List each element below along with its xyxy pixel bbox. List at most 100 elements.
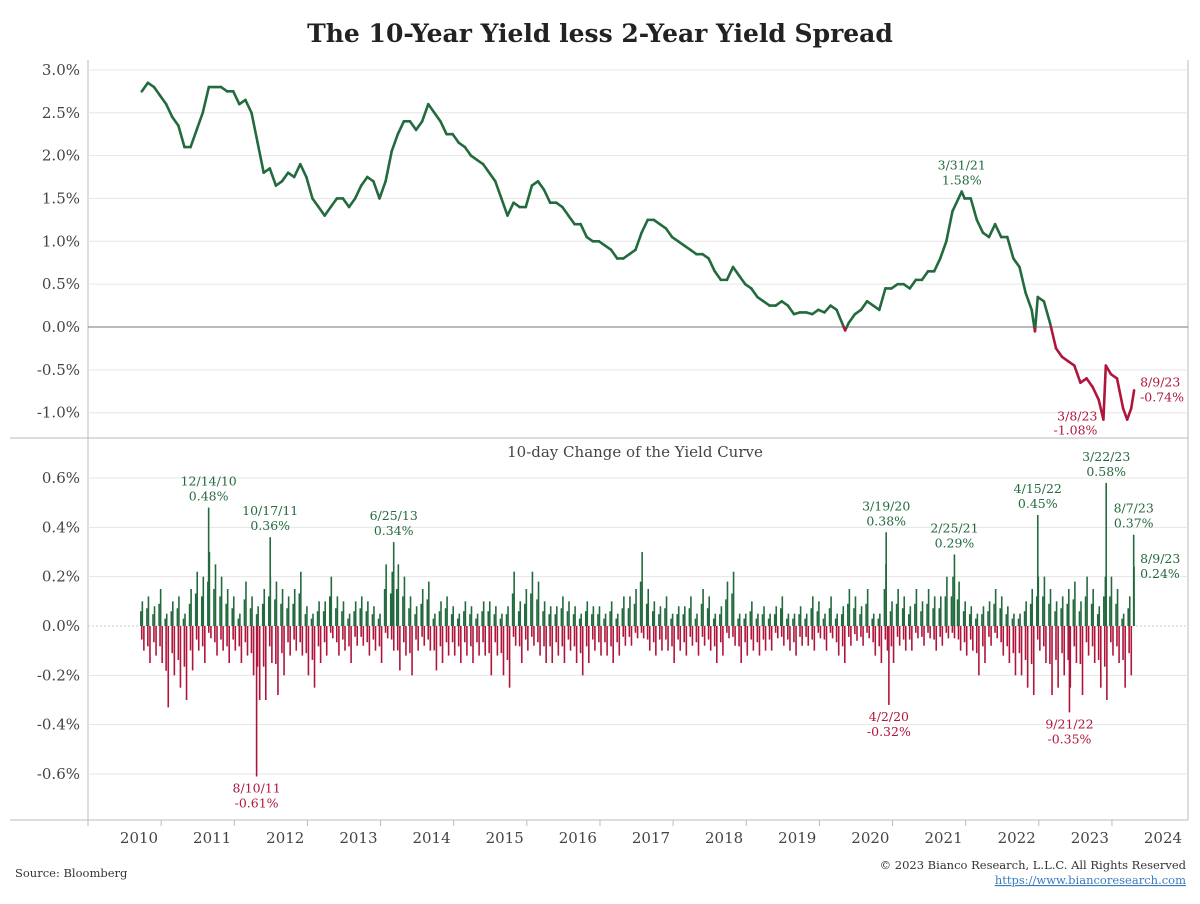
change-bar <box>1080 626 1082 664</box>
change-bar <box>1112 626 1114 656</box>
change-bar <box>862 626 864 646</box>
change-bar <box>440 601 442 626</box>
change-bar <box>140 611 142 626</box>
change-bar <box>525 626 527 640</box>
change-bar <box>789 626 791 651</box>
spread-line-segment <box>946 211 952 241</box>
change-bar <box>751 601 753 626</box>
change-bar <box>1088 626 1090 656</box>
change-bar <box>171 626 173 653</box>
change-bar <box>667 626 669 651</box>
change-bar <box>629 596 631 626</box>
change-bar <box>899 626 901 646</box>
change-bar <box>917 626 919 638</box>
change-bar <box>610 626 612 646</box>
change-bar <box>768 619 770 626</box>
annotation-value: 0.45% <box>1018 496 1058 511</box>
change-bar <box>795 626 797 656</box>
change-bar <box>451 614 453 626</box>
change-bar <box>1062 596 1064 626</box>
change-bar <box>769 626 771 640</box>
change-bar <box>643 626 645 638</box>
change-bar <box>312 614 314 626</box>
change-bar <box>759 626 761 656</box>
change-bar <box>306 626 308 653</box>
change-bar <box>161 626 163 663</box>
change-bar <box>178 626 180 660</box>
change-bar <box>574 626 576 646</box>
change-bar <box>324 601 326 626</box>
change-bar <box>586 626 588 646</box>
change-bar <box>710 626 712 651</box>
change-bar <box>570 626 572 651</box>
spread-line-segment <box>203 87 209 113</box>
change-bar <box>1021 626 1023 675</box>
change-bar <box>850 626 852 646</box>
change-bar <box>861 606 863 626</box>
change-bar <box>594 626 596 651</box>
change-bar <box>637 626 639 638</box>
change-bar <box>494 626 496 642</box>
change-bar <box>1082 626 1084 695</box>
change-bar <box>247 626 249 656</box>
change-bar <box>868 626 870 638</box>
change-bar <box>184 626 186 667</box>
change-bar <box>885 626 887 640</box>
y-tick-label: -1.0% <box>37 404 80 422</box>
change-bar <box>379 626 381 646</box>
spread-line-segment <box>392 134 398 151</box>
change-bar <box>446 596 448 626</box>
change-bar <box>826 626 828 651</box>
change-bar <box>704 626 706 646</box>
change-bar <box>471 606 473 626</box>
annotation-date: 6/25/13 <box>370 508 418 523</box>
change-bar <box>379 614 381 626</box>
change-bar <box>885 532 887 626</box>
change-bar <box>294 589 296 626</box>
change-bar <box>564 626 566 663</box>
change-bar <box>725 599 727 626</box>
change-bar <box>283 626 285 675</box>
change-bar <box>920 611 922 626</box>
change-bar <box>966 626 968 656</box>
change-bar <box>490 626 492 675</box>
change-bar <box>282 589 284 626</box>
change-bar <box>146 608 148 626</box>
annotation-value: 0.38% <box>866 513 906 528</box>
change-bar <box>568 626 570 640</box>
change-bar <box>782 596 784 626</box>
change-bar <box>727 582 729 626</box>
change-bar <box>532 572 534 626</box>
spread-line-segment <box>349 198 355 207</box>
change-bar <box>531 626 533 637</box>
spread-line-segment <box>922 271 928 280</box>
change-bar <box>204 626 206 663</box>
change-bar <box>232 626 234 640</box>
change-bar <box>673 626 675 663</box>
change-bar <box>362 626 364 646</box>
x-tick-label: 2012 <box>266 829 304 847</box>
change-bar <box>262 604 264 626</box>
annotation-value: 0.48% <box>189 489 229 504</box>
change-bar <box>1085 596 1087 626</box>
change-bar <box>1122 626 1124 660</box>
change-bar <box>149 626 151 663</box>
change-bar <box>251 626 253 653</box>
change-bar <box>454 626 456 656</box>
change-bar <box>348 626 350 646</box>
website-link[interactable]: https://www.biancoresearch.com <box>995 873 1186 887</box>
change-bar <box>530 593 532 626</box>
change-bar <box>288 596 290 626</box>
change-bar <box>1030 604 1032 626</box>
change-bar <box>1098 606 1100 626</box>
change-bar <box>292 604 294 626</box>
change-bar <box>856 626 858 641</box>
change-bar <box>1019 614 1021 626</box>
change-bar <box>788 614 790 626</box>
change-bar <box>757 626 759 642</box>
spread-line-segment <box>1026 293 1032 310</box>
change-bar <box>654 601 656 626</box>
change-bar <box>1013 626 1015 653</box>
change-bar <box>515 626 517 646</box>
change-bar <box>884 589 886 626</box>
